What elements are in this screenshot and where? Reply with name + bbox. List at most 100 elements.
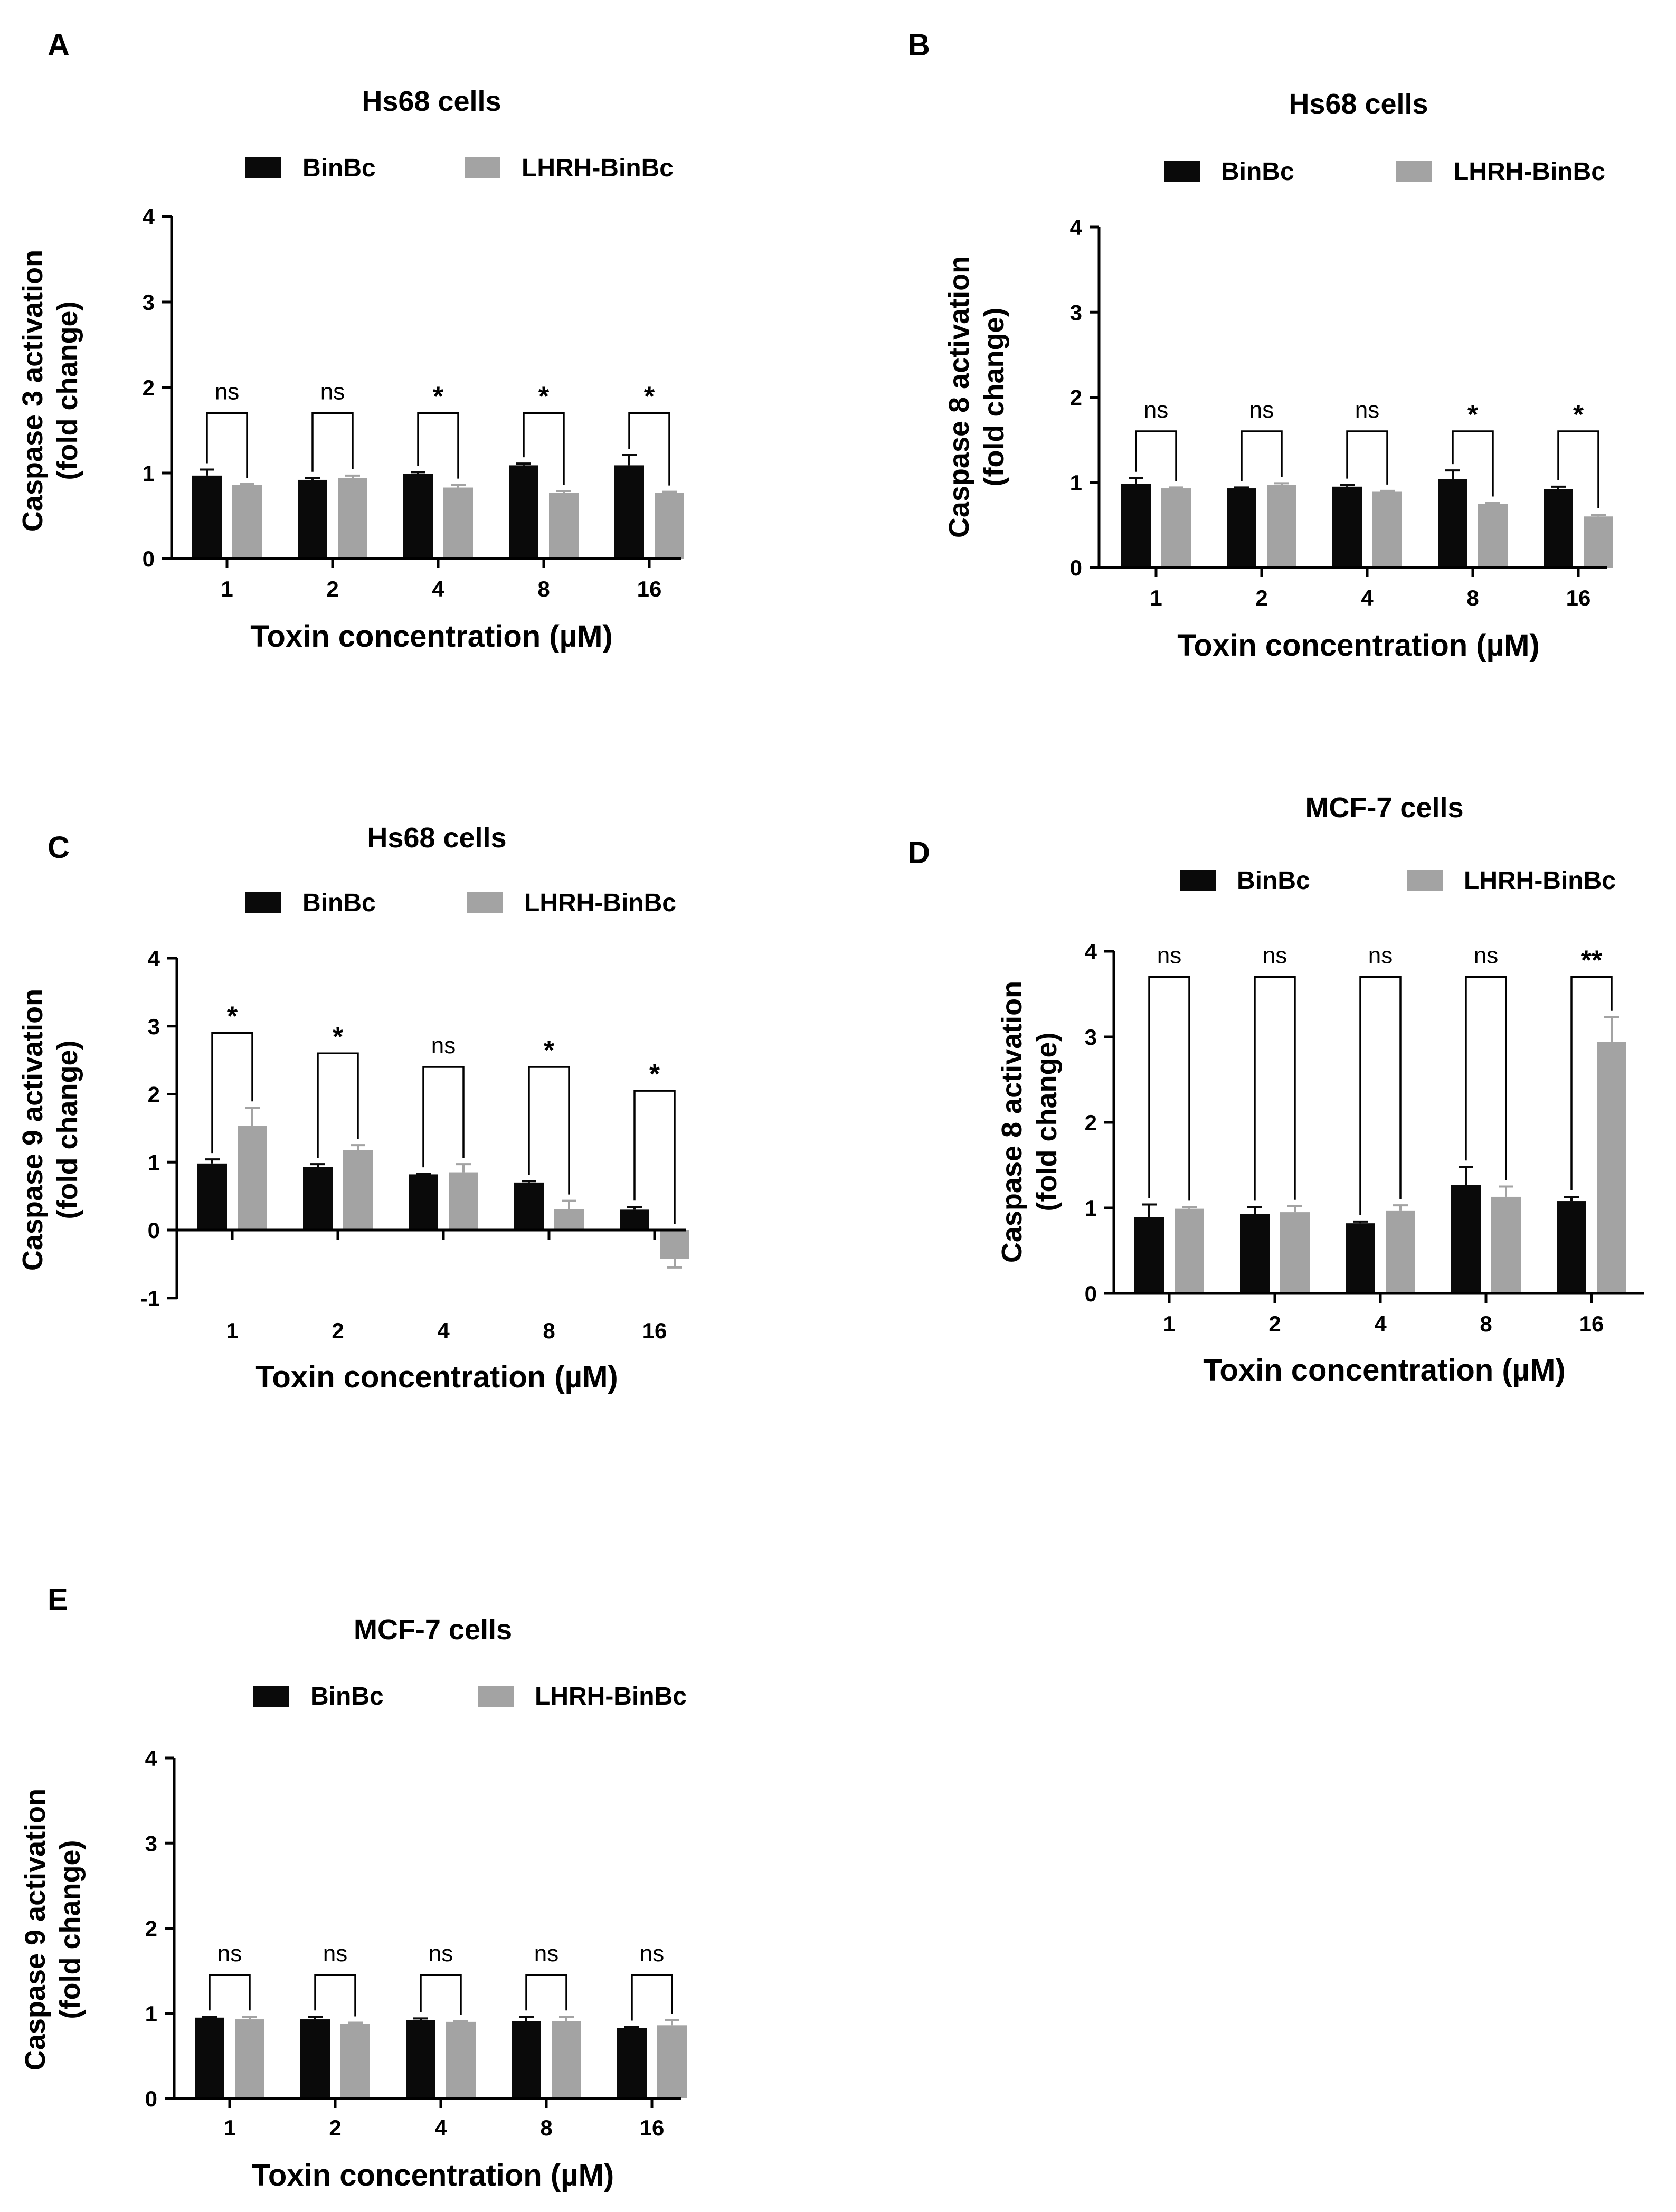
bar-lhrh-binbc-4 — [449, 1172, 478, 1230]
bar-lhrh-binbc-16 — [1584, 516, 1613, 568]
bar-lhrh-binbc-2 — [1280, 1212, 1310, 1293]
bar-lhrh-binbc-8 — [552, 2021, 581, 2098]
significance-label: * — [333, 1022, 344, 1052]
legend-swatch-lhrh-binbc — [467, 892, 503, 913]
y-axis-label-line: Caspase 8 activation — [943, 256, 975, 538]
legend-label-lhrh-binbc: LHRH-BinBc — [524, 889, 676, 917]
bar-lhrh-binbc-4 — [1372, 491, 1402, 568]
significance-bracket — [1359, 976, 1402, 1215]
significance-label: * — [544, 1035, 555, 1066]
significance-bracket — [1346, 430, 1388, 485]
significance-label: * — [538, 382, 550, 412]
x-tick-label: 4 — [437, 1318, 450, 1343]
x-tick-label: 1 — [223, 2115, 235, 2140]
significance-bracket — [1570, 976, 1613, 1190]
y-axis-label-line: Caspase 9 activation — [17, 989, 49, 1271]
bar-lhrh-binbc-1 — [235, 2019, 264, 2098]
significance-bracket — [1452, 430, 1494, 497]
panel-letter: E — [48, 1583, 68, 1617]
significance-bracket — [631, 1974, 673, 2021]
significance-bracket — [206, 412, 248, 478]
legend-label-binbc: BinBc — [302, 154, 376, 182]
x-tick-label: 1 — [226, 1318, 238, 1343]
y-axis-label-line: Caspase 8 activation — [996, 981, 1028, 1263]
bar-binbc-1 — [192, 475, 222, 559]
x-tick-label: 4 — [432, 576, 444, 601]
y-tick-label: 0 — [143, 546, 155, 571]
bar-binbc-2 — [298, 479, 327, 559]
y-tick-label: 4 — [1085, 939, 1097, 964]
chart-title: Hs68 cells — [362, 86, 501, 117]
y-axis-label-line: (fold change) — [52, 301, 83, 480]
bar-lhrh-binbc-1 — [238, 1126, 267, 1230]
y-axis-label-line: (fold change) — [52, 1041, 83, 1220]
significance-label: ns — [429, 1941, 453, 1967]
bar-binbc-16 — [614, 465, 644, 559]
y-axis-label-line: (fold change) — [978, 308, 1010, 487]
significance-bracket — [1148, 976, 1190, 1201]
y-tick-label: 2 — [145, 1916, 157, 1941]
x-axis-label: Toxin concentration (µM) — [1203, 1353, 1565, 1387]
x-tick-label: 16 — [640, 2115, 665, 2140]
significance-label: ns — [1144, 397, 1168, 423]
y-tick-label: 4 — [143, 204, 155, 229]
significance-label: * — [227, 1001, 238, 1032]
y-tick-label: 4 — [145, 1746, 158, 1771]
y-axis-label: Caspase 8 activation (fold change) — [943, 256, 1010, 538]
x-tick-label: 8 — [540, 2115, 552, 2140]
significance-bracket — [420, 1974, 462, 2015]
x-tick-label: 4 — [1361, 585, 1374, 610]
significance-label: ns — [1157, 943, 1181, 969]
y-axis-label: Caspase 3 activation (fold change) — [17, 250, 83, 532]
legend-swatch-lhrh-binbc — [1396, 161, 1432, 182]
y-tick-label: 2 — [1085, 1110, 1097, 1135]
y-tick-label: 2 — [148, 1082, 160, 1107]
bar-lhrh-binbc-8 — [1478, 504, 1508, 568]
significance-label: * — [433, 382, 444, 412]
bar-lhrh-binbc-1 — [1175, 1208, 1204, 1293]
bar-lhrh-binbc-8 — [549, 493, 579, 559]
x-tick-label: 8 — [543, 1318, 555, 1343]
significance-label: * — [1467, 400, 1479, 430]
significance-bracket — [417, 412, 459, 479]
bar-lhrh-binbc-16 — [660, 1230, 689, 1259]
x-tick-label: 1 — [1150, 585, 1162, 610]
x-axis-label: Toxin concentration (µM) — [252, 2158, 614, 2192]
bar-lhrh-binbc-4 — [446, 2021, 476, 2098]
legend-swatch-lhrh-binbc — [1407, 870, 1443, 891]
x-axis-label: Toxin concentration (µM) — [250, 619, 612, 654]
bar-binbc-4 — [409, 1174, 438, 1230]
y-tick-label: 1 — [145, 2001, 157, 2026]
panel-b: B Hs68 cells BinBc LHRH-BinBc 0 1 2 3 4 Caspase 8… — [908, 28, 1613, 663]
legend-label-binbc: BinBc — [1221, 158, 1294, 186]
legend-swatch-lhrh-binbc — [478, 1686, 514, 1707]
legend-label-lhrh-binbc: LHRH-BinBc — [1464, 867, 1616, 895]
bar-lhrh-binbc-2 — [1267, 485, 1296, 568]
significance-bracket — [311, 412, 354, 472]
x-tick-label: 16 — [1579, 1311, 1604, 1336]
significance-label: * — [644, 382, 655, 412]
significance-label: ns — [1263, 943, 1287, 969]
x-tick-label: 8 — [537, 576, 550, 601]
x-tick-label: 2 — [329, 2115, 341, 2140]
x-tick-label: 2 — [1255, 585, 1267, 610]
x-tick-label: 2 — [332, 1318, 344, 1343]
y-axis-label: Caspase 8 activation (fold change) — [996, 981, 1063, 1263]
y-tick-label: 0 — [148, 1218, 160, 1243]
y-tick-label: 1 — [1070, 470, 1082, 495]
x-tick-label: 4 — [1374, 1311, 1387, 1336]
legend-label-lhrh-binbc: LHRH-BinBc — [535, 1682, 687, 1710]
significance-bracket — [523, 412, 565, 485]
significance-bracket — [1254, 976, 1296, 1201]
bar-binbc-2 — [303, 1167, 333, 1230]
bar-binbc-1 — [195, 2017, 224, 2098]
significance-bracket — [314, 1974, 356, 2017]
significance-bracket — [633, 1090, 676, 1224]
significance-label: ns — [1249, 397, 1274, 423]
y-tick-label: 1 — [143, 461, 155, 486]
chart-title: MCF-7 cells — [354, 1614, 512, 1646]
y-axis-label-line: (fold change) — [1031, 1033, 1063, 1212]
x-axis-label: Toxin concentration (µM) — [255, 1360, 618, 1394]
legend-label-binbc: BinBc — [310, 1682, 384, 1710]
